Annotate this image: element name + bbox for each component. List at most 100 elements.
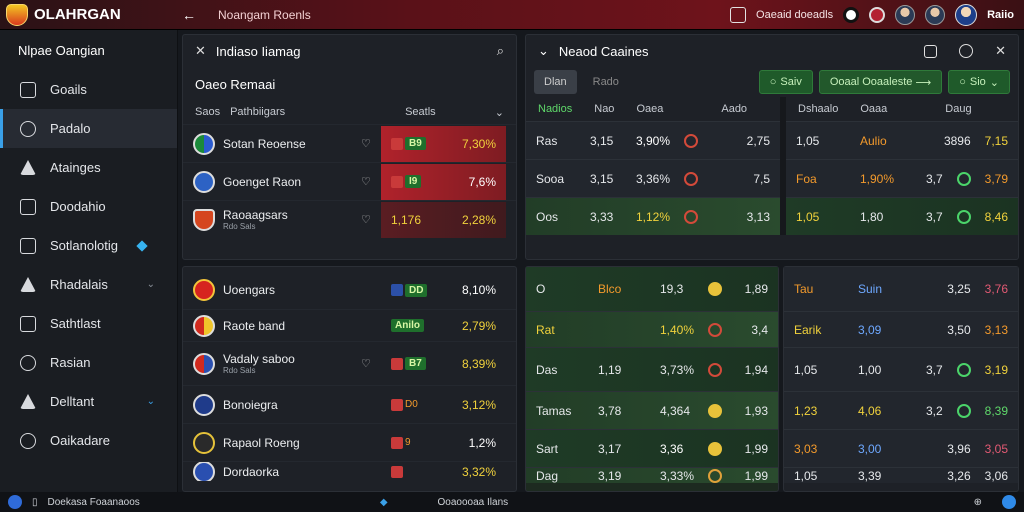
odds-value: 3,32% xyxy=(461,464,496,479)
avatar[interactable] xyxy=(925,4,946,25)
sidebar-item-delltant[interactable]: Delltant ⌄ xyxy=(0,382,177,421)
facebook-icon[interactable] xyxy=(8,495,22,509)
odds-cell[interactable]: B9 7,30% xyxy=(381,125,506,162)
column-header: Nao xyxy=(594,103,615,115)
odds-cell[interactable]: Anilo 2,79% xyxy=(381,308,506,344)
odds-cell[interactable]: 1,176 2,28% xyxy=(381,201,506,238)
table-row[interactable]: 3,03 3,00 3,96 3,05 xyxy=(784,429,1018,467)
odds-cell[interactable]: D0 3,12% xyxy=(381,387,506,423)
table-row[interactable]: Goenget Raon ♡ I9 7,6% xyxy=(183,162,516,200)
sidebar-item-sathtlast[interactable]: Sathtlast xyxy=(0,304,177,343)
user-avatar[interactable] xyxy=(955,3,978,26)
search-icon[interactable]: ⌕ xyxy=(496,43,504,58)
coin-icon[interactable] xyxy=(708,403,722,418)
table-row[interactable]: Sooa 3,15 3,36% 7,5 xyxy=(526,159,780,197)
table-row[interactable]: 1,05 1,00 3,7 3,19 xyxy=(784,347,1018,391)
odds-cell[interactable]: 3,32% xyxy=(381,462,506,481)
brand-logo[interactable]: OLAHRGAN xyxy=(0,3,180,26)
table-row[interactable]: Sart 3,17 3,36 1,99 xyxy=(526,429,778,467)
odds-cell[interactable]: DD 8,10% xyxy=(381,272,506,308)
avatar[interactable] xyxy=(895,4,916,25)
table-row[interactable]: Vadaly saboo Rdo Sals ♡ B7 8,39% xyxy=(183,341,516,385)
bookmark-icon[interactable]: ▯ xyxy=(32,496,38,508)
coin-icon[interactable] xyxy=(708,441,722,456)
plus-icon[interactable]: ⊕ xyxy=(973,496,982,508)
table-row[interactable]: Tau Suin 3,25 3,76 xyxy=(784,267,1018,311)
top-status-text[interactable]: Oaeaid doeadls xyxy=(756,8,834,21)
sidebar-item-oaikadare[interactable]: Oaikadare xyxy=(0,421,177,460)
table-row[interactable]: Raote band Anilo 2,79% xyxy=(183,309,516,341)
odds-value: 8,10% xyxy=(461,283,496,297)
settings-icon[interactable] xyxy=(959,44,974,58)
back-arrow-icon[interactable]: ← xyxy=(182,6,196,23)
table-row[interactable]: Oos 3,33 1,12% 3,13 xyxy=(526,197,780,235)
table-row[interactable]: Earik 3,09 3,50 3,13 xyxy=(784,311,1018,347)
filter-button[interactable]: Dlan xyxy=(534,70,577,94)
circle-icon[interactable] xyxy=(708,362,722,377)
button-label: Saiv xyxy=(780,76,802,88)
shield-icon[interactable]: ◆ xyxy=(379,496,388,508)
chevron-down-icon[interactable]: ⌄ xyxy=(146,279,155,290)
table-row[interactable]: Dordaorka 3,32% xyxy=(183,461,516,481)
table-row[interactable]: Rat 1,40% 3,4 xyxy=(526,311,778,347)
clock-icon[interactable] xyxy=(843,6,860,23)
cell: 1,05 xyxy=(796,133,820,148)
table-row[interactable]: Ras 3,15 3,90% 2,75 xyxy=(526,121,780,159)
table-row[interactable]: Bonoiegra D0 3,12% xyxy=(183,385,516,423)
close-icon[interactable]: ✕ xyxy=(195,43,206,58)
coin-icon[interactable] xyxy=(708,282,722,296)
table-row[interactable]: 1,05 3,39 3,26 3,06 xyxy=(784,467,1018,483)
circle-icon[interactable] xyxy=(684,133,698,148)
odds-cell[interactable]: 9 1,2% xyxy=(381,425,506,461)
heart-icon[interactable]: ♡ xyxy=(361,358,371,370)
chevron-down-icon[interactable]: ⌄ xyxy=(494,106,504,119)
circle-icon: ○ xyxy=(959,76,966,88)
table-row[interactable]: Foa 1,90% 3,7 3,79 xyxy=(786,159,1018,197)
circle-icon[interactable] xyxy=(708,322,722,337)
table-row[interactable]: Das 1,19 3,73% 1,94 xyxy=(526,347,778,391)
calendar-icon[interactable] xyxy=(730,6,747,23)
filter-button[interactable]: Rado xyxy=(592,76,619,88)
sidebar-item-rhadalais[interactable]: Rhadalais ⌄ xyxy=(0,265,177,304)
sidebar-item-doodahio[interactable]: Doodahio xyxy=(0,187,177,226)
table-row[interactable]: 1,23 4,06 3,2 8,39 xyxy=(784,391,1018,429)
circle-icon[interactable] xyxy=(956,403,971,418)
stats-panel: Tau Suin 3,25 3,76 Earik 3,09 3,50 3,13 … xyxy=(783,266,1019,492)
odds-cell[interactable]: I9 7,6% xyxy=(381,163,506,200)
sidebar-item-sotlanolotig[interactable]: Sotlanolotig xyxy=(0,226,177,265)
table-row[interactable]: 1,05 1,80 3,7 8,46 xyxy=(786,197,1018,235)
odds-select-button[interactable]: Ooaal Ooaaleste ⟶ xyxy=(818,70,943,94)
table-row[interactable]: Raoaagsars Rdo Sals ♡ 1,176 2,28% xyxy=(183,200,516,238)
table-row[interactable]: Uoengars DD 8,10% xyxy=(183,271,516,309)
circle-icon[interactable] xyxy=(708,468,722,483)
table-row[interactable]: Sotan Reoense ♡ B9 7,30% xyxy=(183,124,516,162)
circle-icon[interactable] xyxy=(956,209,971,224)
cell: Rat xyxy=(536,322,555,337)
circle-icon[interactable] xyxy=(684,209,698,224)
sidebar-item-goails[interactable]: Goails xyxy=(0,70,177,109)
circle-icon[interactable] xyxy=(956,171,971,186)
save-button[interactable]: ○ Saiv xyxy=(758,70,813,94)
table-row[interactable]: Rapaol Roeng 9 1,2% xyxy=(183,423,516,461)
table-row[interactable]: Tamas 3,78 4,364 1,93 xyxy=(526,391,778,429)
circle-icon[interactable] xyxy=(956,362,971,377)
info-icon[interactable] xyxy=(924,44,938,58)
odds-cell[interactable]: B7 8,39% xyxy=(381,346,506,382)
sidebar-item-rasian[interactable]: Rasian xyxy=(0,343,177,382)
table-row[interactable]: 1,05 Aulio 3896 7,15 xyxy=(786,121,1018,159)
table-row[interactable]: Dag 3,19 3,33% 1,99 xyxy=(526,467,778,483)
sidebar-item-padalo[interactable]: Padalo xyxy=(0,109,177,148)
close-icon[interactable]: ✕ xyxy=(995,43,1006,58)
heart-icon[interactable]: ♡ xyxy=(361,138,371,150)
circle-icon[interactable] xyxy=(684,171,698,186)
heart-icon[interactable]: ♡ xyxy=(361,176,371,188)
table-row[interactable]: O Blco 19,3 1,89 xyxy=(526,267,778,311)
dropdown-button[interactable]: ○ Sio ⌄ xyxy=(948,70,1010,94)
heart-icon[interactable]: ♡ xyxy=(361,214,371,226)
user-name[interactable]: Raiio xyxy=(987,8,1014,21)
team-crest-icon[interactable] xyxy=(869,6,886,23)
notification-icon[interactable] xyxy=(1002,495,1016,509)
chevron-down-icon[interactable]: ⌄ xyxy=(146,396,155,407)
sidebar-item-atainges[interactable]: Atainges xyxy=(0,148,177,187)
chevron-icon[interactable]: ⌄ xyxy=(538,43,549,58)
